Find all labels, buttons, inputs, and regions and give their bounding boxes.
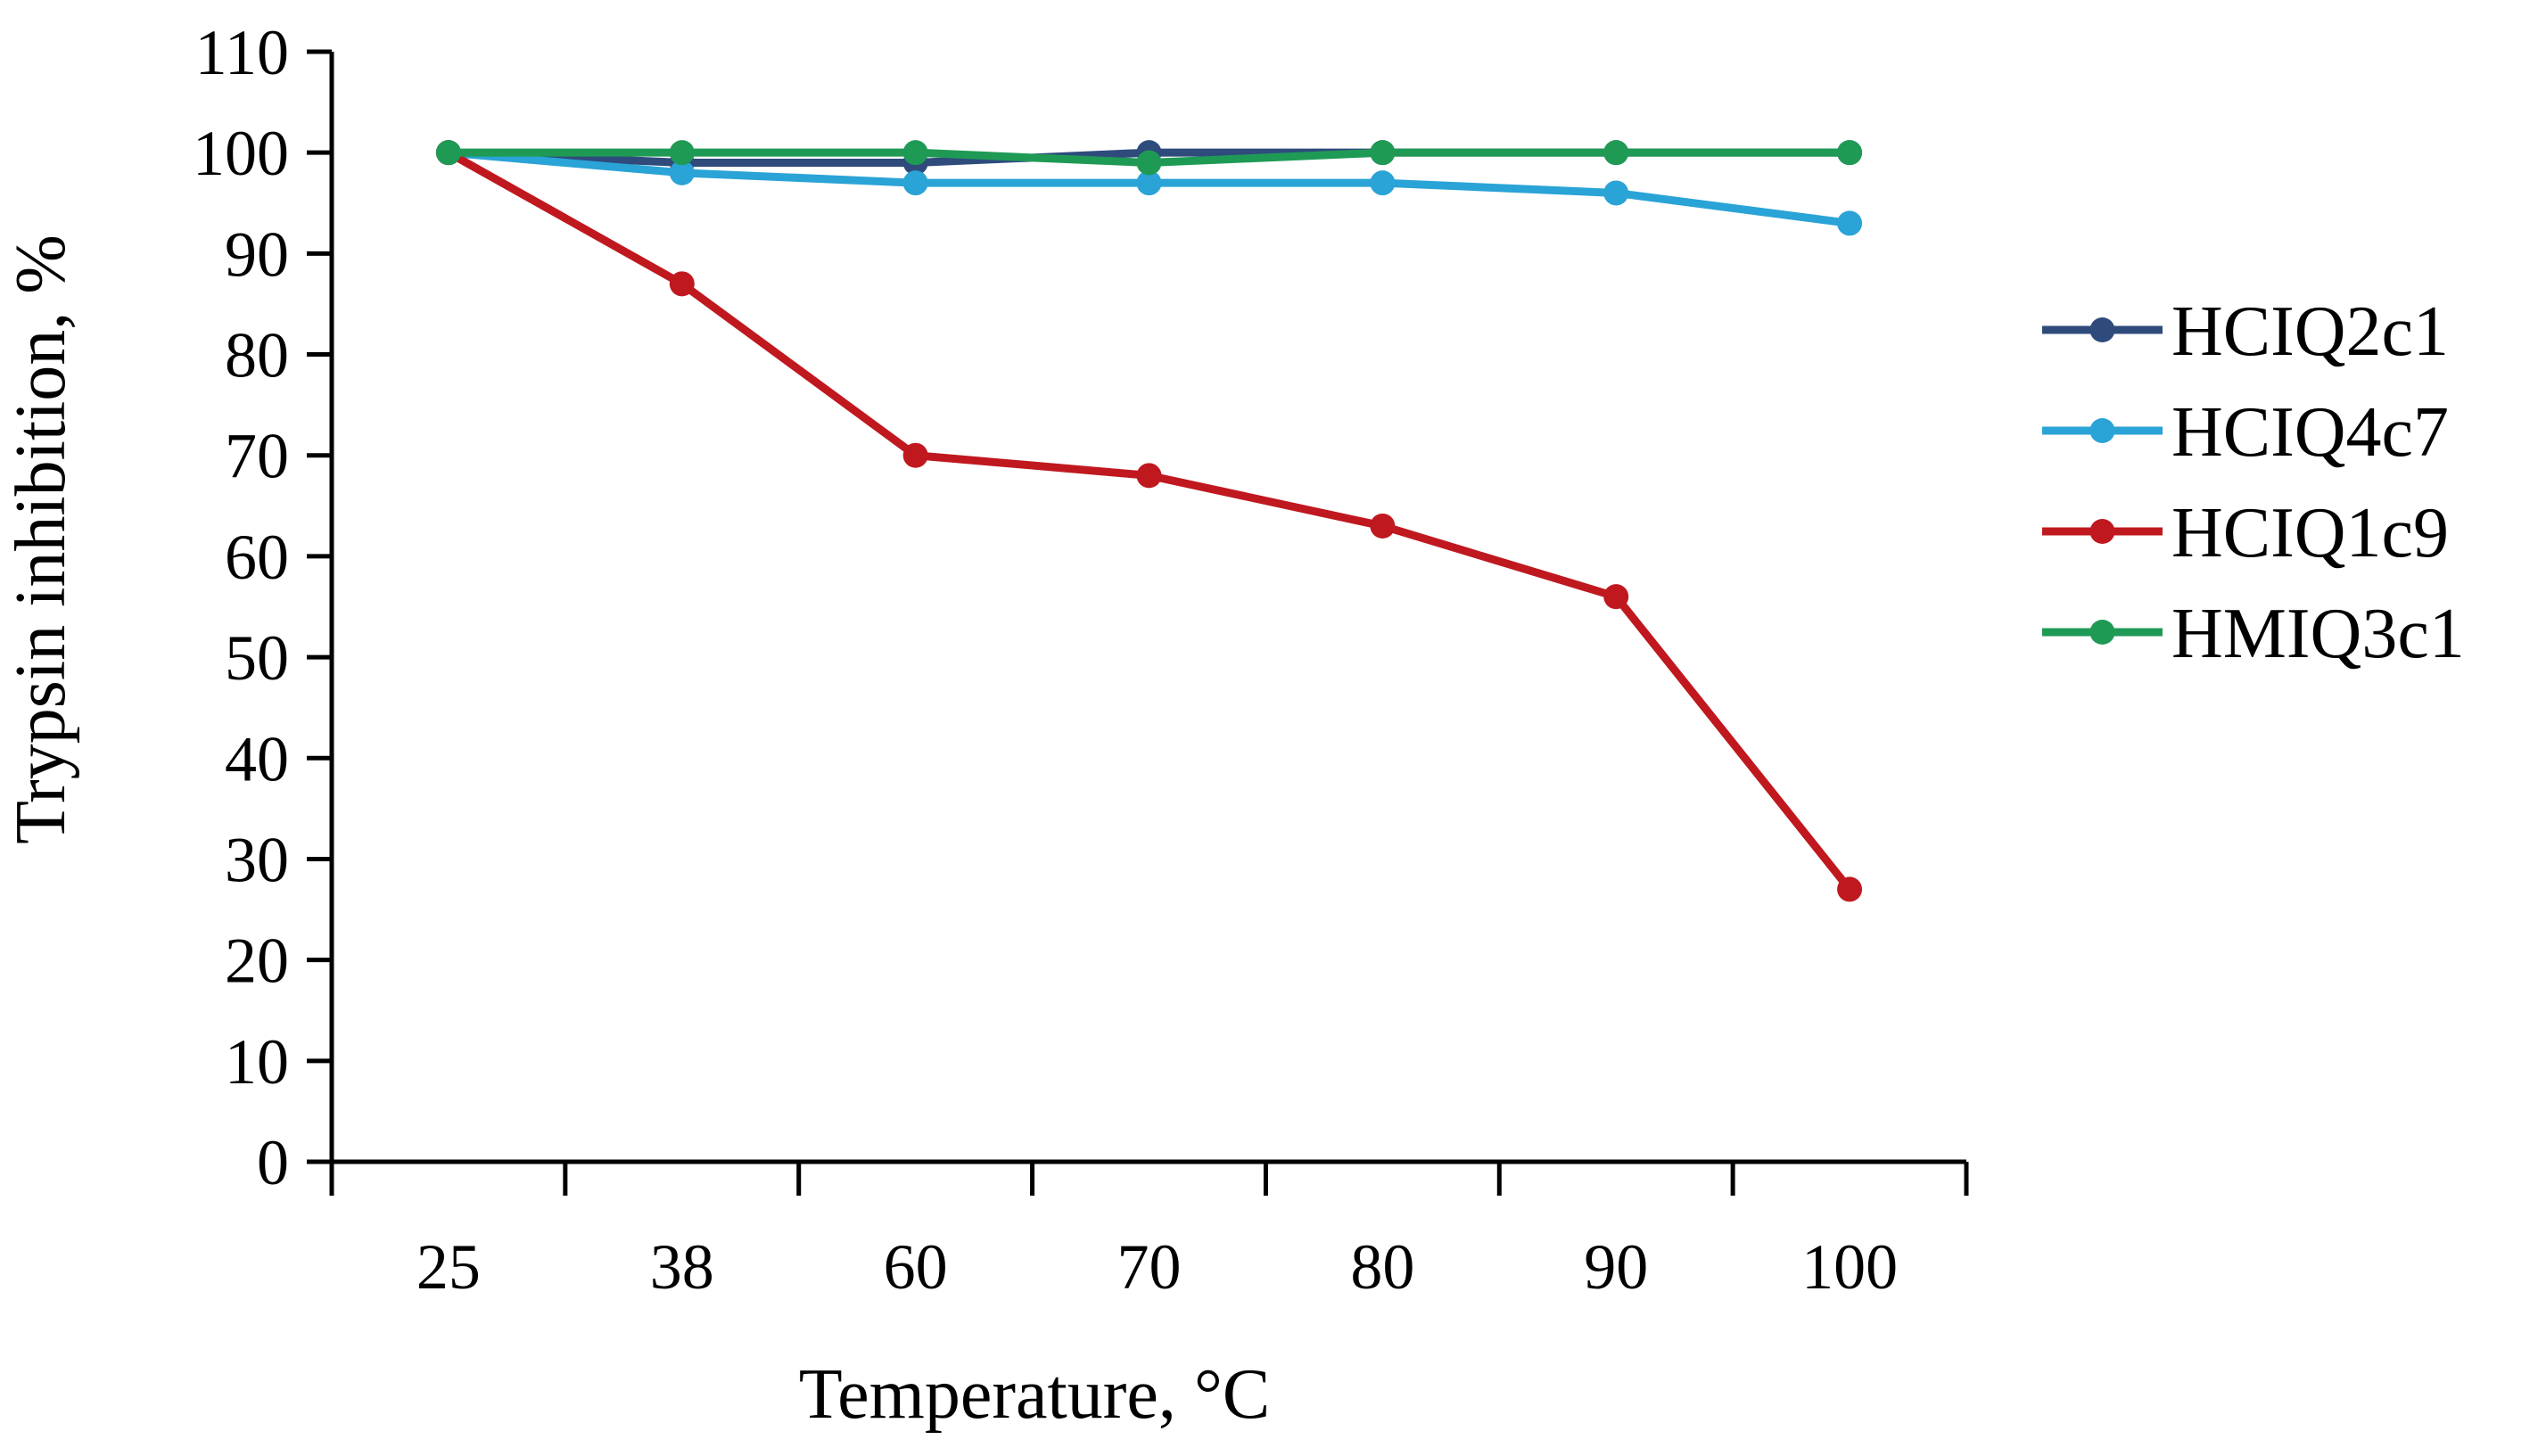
x-tick-label: 90 — [1584, 1231, 1648, 1303]
legend-label: HMIQ3c1 — [2171, 595, 2465, 673]
x-tick-label: 25 — [416, 1231, 481, 1303]
x-tick-label: 80 — [1350, 1231, 1414, 1303]
legend-label: HCIQ4c7 — [2171, 393, 2449, 472]
data-point-hmiq3c1 — [1370, 140, 1396, 166]
data-point-hmiq3c1 — [1603, 140, 1629, 166]
legend-item: HCIQ2c1 — [2042, 292, 2449, 371]
legend: HCIQ2c1 HCIQ4c7 HCIQ1c9 HMIQ3c1 — [2042, 292, 2465, 673]
series-line-hciq1c9 — [444, 148, 1854, 893]
x-tick-label: 100 — [1801, 1231, 1898, 1303]
y-tick-label: 70 — [225, 421, 289, 492]
data-point-hmiq3c1 — [435, 140, 461, 166]
data-point-hmiq3c1 — [669, 140, 695, 166]
data-point-hciq1c9 — [902, 442, 928, 468]
legend-item: HCIQ4c7 — [2042, 393, 2449, 472]
legend-label: HCIQ1c9 — [2171, 494, 2449, 572]
data-point-hciq4c7 — [1136, 170, 1162, 196]
y-tick-label: 80 — [225, 320, 289, 391]
legend-marker — [2089, 620, 2115, 645]
x-tick-label: 70 — [1117, 1231, 1182, 1303]
legend-marker — [2089, 317, 2115, 342]
data-point-hciq4c7 — [902, 170, 928, 196]
y-tick-label: 20 — [225, 925, 289, 997]
y-tick-label: 50 — [225, 622, 289, 694]
y-tick-label: 30 — [225, 824, 289, 895]
x-ticks: 25 38 60 70 80 90 100 — [329, 1162, 1969, 1303]
data-point-hciq4c7 — [1370, 170, 1396, 196]
series-hmiq3c1 — [435, 140, 1863, 176]
data-point-hciq1c9 — [1136, 463, 1162, 489]
x-tick-label: 60 — [884, 1231, 948, 1303]
data-point-hciq1c9 — [1603, 584, 1629, 610]
legend-item: HCIQ1c9 — [2042, 494, 2449, 572]
data-point-hciq4c7 — [1603, 180, 1629, 206]
y-tick-label: 0 — [257, 1127, 289, 1198]
series-hciq4c7 — [435, 140, 1863, 236]
data-point-hmiq3c1 — [902, 140, 928, 166]
y-ticks: 0 10 20 30 40 50 60 70 80 90 100 110 — [193, 17, 332, 1198]
y-tick-label: 90 — [225, 218, 289, 290]
y-axis-title: Trypsin inhibition, % — [2, 234, 80, 844]
legend-item: HMIQ3c1 — [2042, 595, 2465, 673]
legend-marker — [2089, 519, 2115, 544]
data-point-hciq1c9 — [1370, 513, 1396, 539]
x-tick-label: 38 — [650, 1231, 714, 1303]
data-point-hciq4c7 — [1837, 210, 1863, 236]
y-tick-label: 60 — [225, 522, 289, 593]
data-point-hmiq3c1 — [1136, 150, 1162, 176]
y-tick-label: 110 — [195, 17, 289, 88]
y-tick-label: 10 — [225, 1026, 289, 1098]
data-point-hciq1c9 — [1837, 876, 1863, 902]
data-point-hciq1c9 — [669, 271, 695, 297]
y-tick-label: 100 — [193, 118, 289, 189]
y-tick-label: 40 — [225, 723, 289, 794]
axes — [329, 52, 1966, 1164]
data-point-hciq4c7 — [669, 160, 695, 185]
series-hciq1c9 — [435, 140, 1863, 902]
legend-marker — [2089, 418, 2115, 443]
x-axis-title: Temperature, °C — [799, 1355, 1270, 1434]
series-lines — [435, 140, 1863, 902]
data-point-hmiq3c1 — [1837, 140, 1863, 166]
legend-label: HCIQ2c1 — [2171, 292, 2449, 371]
